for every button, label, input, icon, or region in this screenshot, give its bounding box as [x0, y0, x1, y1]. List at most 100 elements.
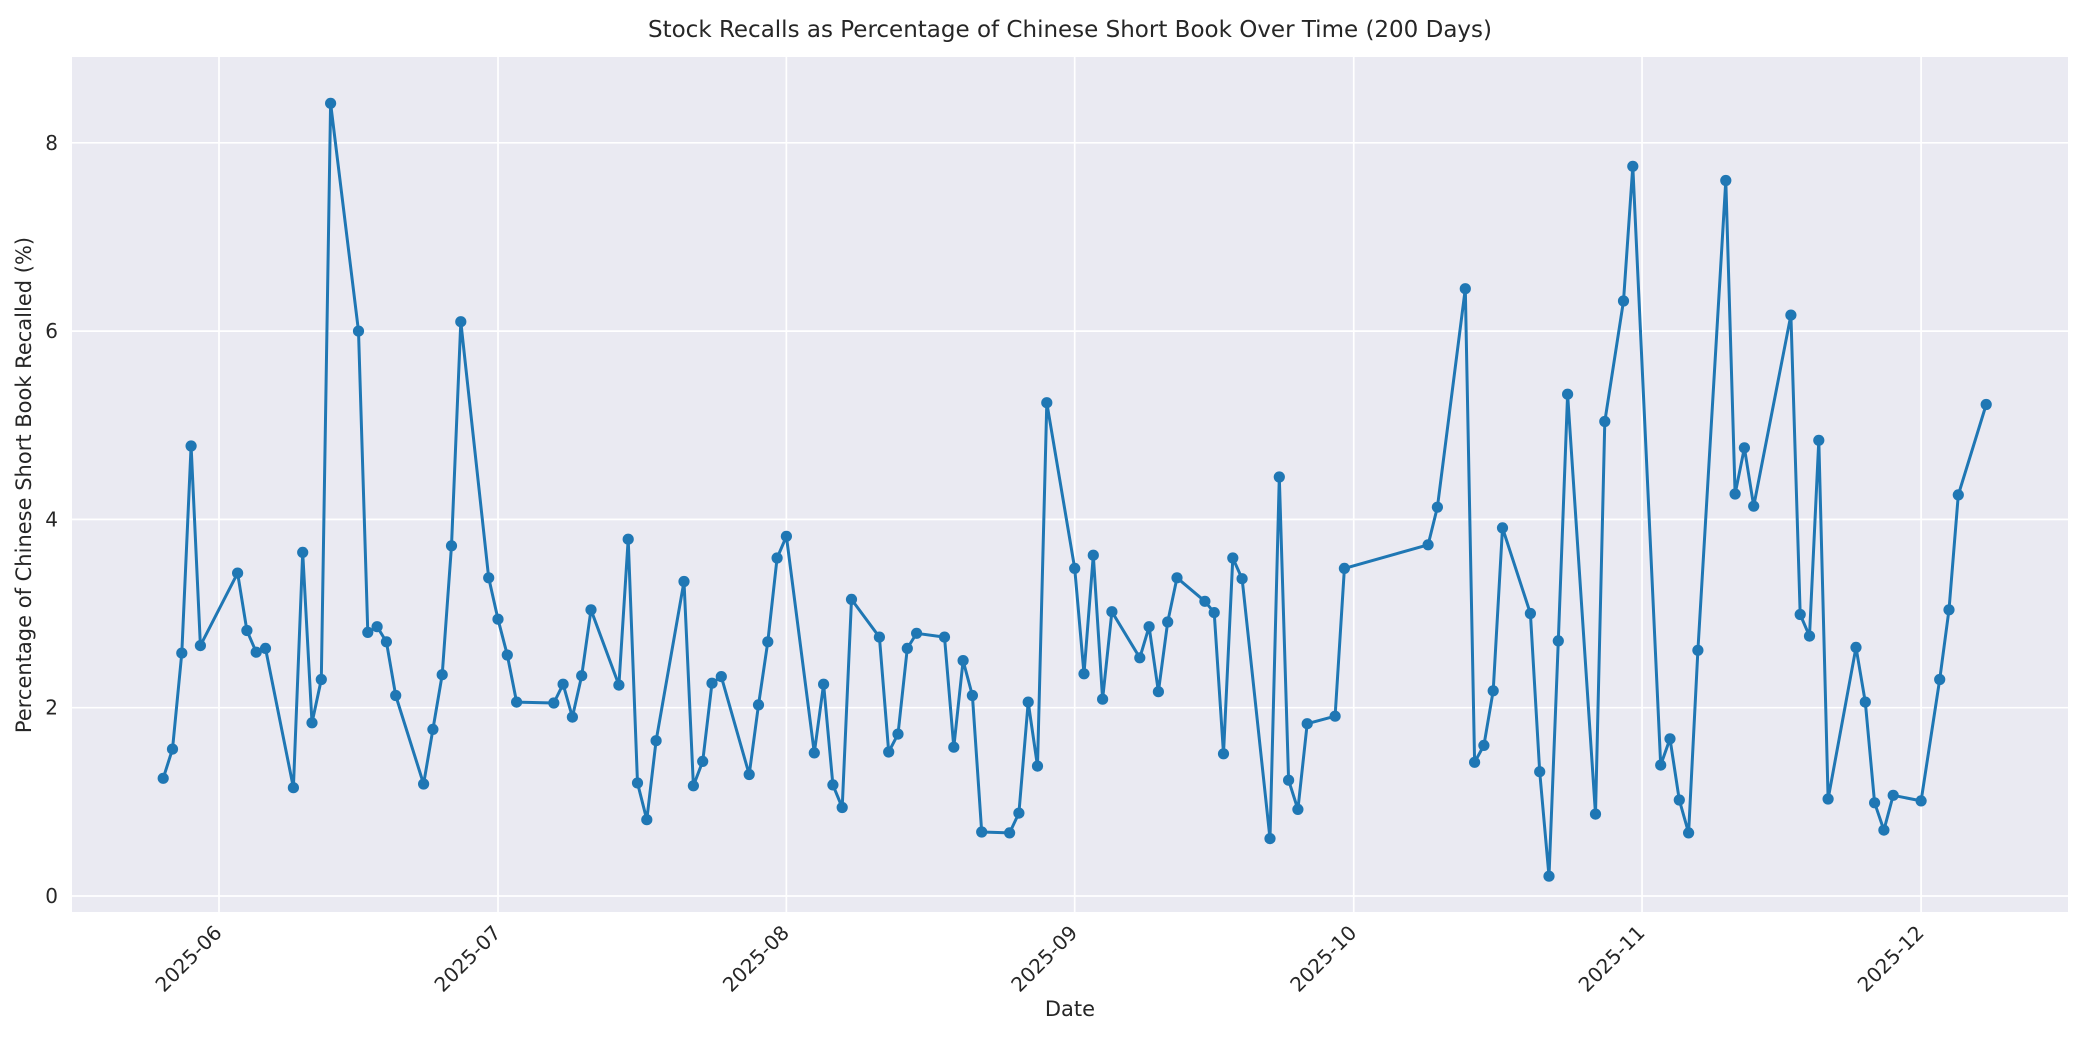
data-point-marker: [176, 647, 188, 659]
data-point-marker: [157, 772, 169, 784]
data-point-marker: [1013, 807, 1025, 819]
data-point-marker: [901, 642, 913, 655]
data-point-marker: [241, 624, 253, 637]
data-point-marker: [808, 747, 820, 759]
data-point-marker: [455, 316, 467, 328]
data-point-marker: [362, 626, 374, 639]
data-point-marker: [1803, 630, 1816, 642]
data-point-marker: [1915, 795, 1927, 807]
y-tick-label: 0: [45, 884, 58, 908]
data-point-marker: [938, 631, 951, 643]
data-point-marker: [250, 646, 262, 658]
data-point-marker: [827, 779, 839, 791]
data-point-marker: [510, 696, 523, 708]
data-point-marker: [1552, 635, 1564, 647]
data-point-marker: [1422, 539, 1434, 551]
data-point-marker: [1431, 501, 1443, 513]
data-point-marker: [1738, 442, 1750, 454]
data-point-marker: [1097, 693, 1109, 705]
data-point-marker: [1162, 616, 1174, 628]
data-point-marker: [1543, 870, 1555, 882]
data-point-marker: [1683, 827, 1695, 839]
data-point-marker: [1673, 794, 1685, 806]
data-point-marker: [1869, 797, 1881, 809]
data-point-marker: [1199, 595, 1211, 607]
x-tick-label: 2025-10: [1285, 921, 1361, 997]
data-point-marker: [259, 642, 272, 655]
data-point-marker: [418, 778, 430, 790]
data-point-marker: [1822, 793, 1834, 805]
data-point-marker: [948, 741, 960, 753]
data-point-marker: [1729, 488, 1741, 500]
data-point-marker: [631, 777, 644, 789]
data-point-marker: [1273, 471, 1285, 483]
data-point-marker: [957, 655, 969, 667]
data-point-marker: [715, 671, 727, 683]
data-point-marker: [780, 530, 793, 542]
data-point-marker: [1589, 808, 1602, 820]
data-point-marker: [1980, 398, 1992, 411]
x-tick-label: 2025-12: [1853, 921, 1929, 997]
y-tick-label: 4: [45, 507, 58, 531]
data-point-marker: [678, 575, 690, 588]
y-axis-label: Percentage of Chinese Short Book Recalle…: [12, 237, 36, 733]
data-point-marker: [1934, 673, 1946, 686]
y-tick-label: 2: [45, 696, 58, 720]
data-point-marker: [1524, 607, 1536, 620]
data-series-line: [161, 101, 1988, 878]
data-point-marker: [1534, 766, 1546, 778]
data-point-marker: [501, 649, 513, 661]
data-point-marker: [1478, 739, 1490, 752]
data-point-marker: [650, 735, 662, 747]
data-point-marker: [1748, 500, 1760, 512]
data-point-marker: [706, 677, 718, 689]
data-point-marker: [1236, 573, 1248, 585]
data-point-marker: [836, 801, 848, 814]
x-axis-label: Date: [1045, 997, 1095, 1021]
data-point-marker: [1785, 309, 1797, 321]
data-point-marker: [1859, 696, 1871, 708]
data-point-marker: [548, 697, 560, 709]
data-point-marker: [194, 640, 206, 652]
data-point-marker: [436, 669, 448, 681]
data-point-marker: [1487, 685, 1499, 697]
data-point-marker: [1664, 733, 1676, 745]
data-point-marker: [566, 711, 579, 723]
data-point-marker: [1152, 686, 1164, 698]
data-point-marker: [1301, 718, 1313, 730]
data-point-marker: [315, 673, 327, 686]
data-point-marker: [1627, 160, 1639, 172]
data-point-marker: [1227, 552, 1239, 564]
data-point-marker: [1217, 748, 1230, 760]
data-point-marker: [1264, 833, 1276, 845]
data-point-marker: [873, 631, 886, 643]
data-point-marker: [911, 627, 923, 639]
data-point-marker: [166, 743, 179, 755]
data-point-marker: [1617, 295, 1630, 307]
data-point-marker: [306, 717, 318, 729]
data-point-marker: [1469, 756, 1481, 768]
data-point-marker: [1496, 522, 1509, 534]
data-point-marker: [427, 723, 439, 736]
plot-background-layer: [72, 57, 2068, 912]
y-tick-label: 6: [45, 319, 58, 343]
data-point-marker: [1655, 759, 1667, 771]
plot-area: [72, 57, 2068, 912]
data-point-marker: [492, 613, 504, 625]
x-tick-label: 2025-06: [150, 921, 226, 997]
data-point-marker: [976, 826, 988, 838]
x-tick-label: 2025-11: [1574, 921, 1650, 997]
x-tick-label: 2025-08: [718, 921, 794, 997]
data-point-marker: [1208, 607, 1220, 619]
data-point-marker: [1794, 608, 1806, 621]
data-point-marker: [557, 678, 569, 690]
data-point-marker: [1878, 824, 1890, 836]
data-point-marker: [371, 621, 383, 633]
data-point-marker: [1143, 621, 1155, 633]
data-point-marker: [1850, 641, 1862, 654]
chart-title: Stock Recalls as Percentage of Chinese S…: [648, 17, 1492, 43]
data-point-marker: [743, 768, 755, 781]
data-point-marker: [390, 689, 402, 702]
data-point-marker: [325, 97, 337, 109]
